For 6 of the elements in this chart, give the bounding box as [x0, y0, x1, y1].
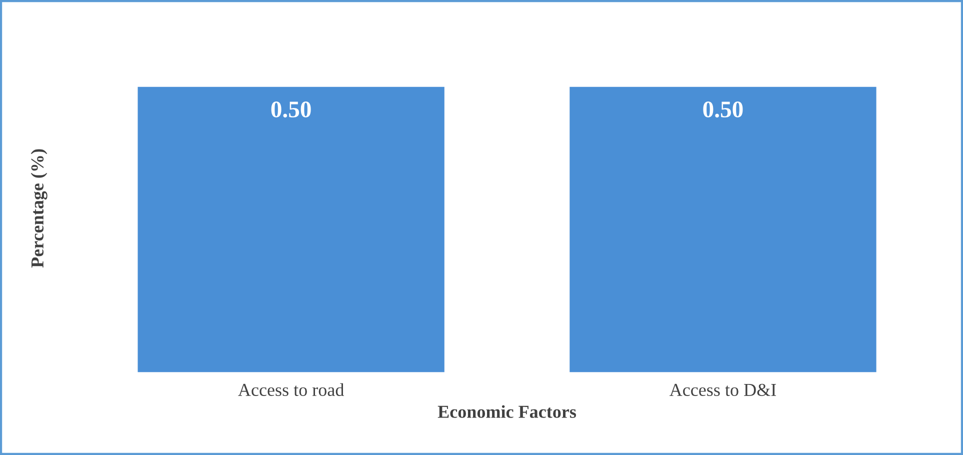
y-axis-title: Percentage (%)	[30, 149, 48, 268]
data-label: 0.50	[271, 101, 311, 118]
data-label: 0.50	[703, 101, 743, 118]
x-axis-title: Economic Factors	[438, 405, 576, 418]
x-tick-label: Access to D&I	[669, 384, 776, 396]
x-tick-label: Access to road	[238, 383, 344, 396]
